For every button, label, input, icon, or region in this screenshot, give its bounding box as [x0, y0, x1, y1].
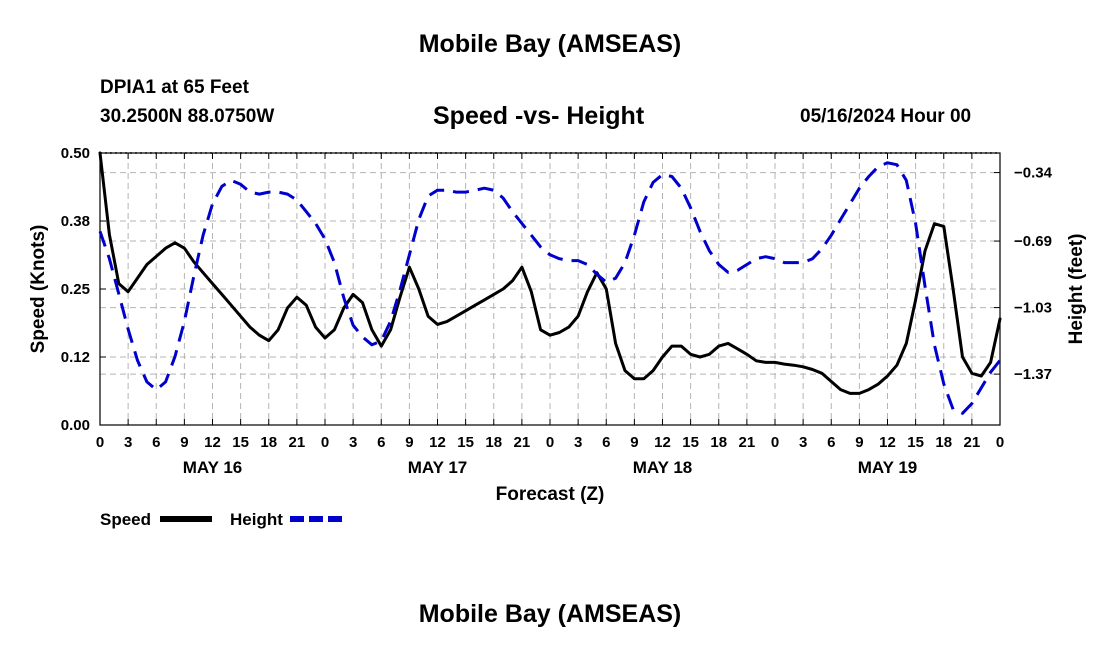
x-tick-label: 12 — [429, 434, 446, 451]
legend-speed-label: Speed — [100, 510, 151, 529]
height-series-line — [98, 161, 1002, 415]
y-tick-label: 0.25 — [61, 281, 90, 298]
x-tick-label: 9 — [405, 434, 413, 451]
x-tick-label: 18 — [260, 434, 277, 451]
x-tick-label: 18 — [485, 434, 502, 451]
y-tick-label: 0.38 — [61, 213, 90, 230]
y2-tick-label: −1.37 — [1014, 366, 1052, 383]
x-tick-label: 6 — [827, 434, 835, 451]
x-tick-label: 21 — [514, 434, 531, 451]
footer-title: Mobile Bay (AMSEAS) — [418, 600, 682, 628]
x-tick-label: 3 — [124, 434, 132, 451]
x-tick-label: 3 — [574, 434, 582, 451]
y-tick-label: 0.00 — [61, 417, 90, 434]
chart-subtitle: Speed -vs- Height — [433, 102, 645, 130]
x-tick-label: 18 — [710, 434, 727, 451]
speed-series-line — [98, 151, 1002, 395]
y-tick-label: 0.50 — [61, 145, 90, 162]
x-tick-label: 6 — [602, 434, 610, 451]
x-tick-label: 21 — [964, 434, 981, 451]
chart-title: Mobile Bay (AMSEAS) — [418, 30, 682, 58]
x-tick-label: 15 — [232, 434, 249, 451]
y2-tick-label: −0.69 — [1014, 233, 1052, 250]
x-tick-label: 12 — [204, 434, 221, 451]
x-tick-label: 12 — [879, 434, 896, 451]
y2-axis-title: Height (feet) — [1066, 234, 1087, 345]
legend-height-label: Height — [230, 510, 283, 529]
x-axis-title: Forecast (Z) — [496, 484, 605, 505]
forecast-datetime: 05/16/2024 Hour 00 — [800, 106, 972, 127]
day-label: MAY 19 — [858, 458, 918, 477]
x-tick-label: 15 — [682, 434, 699, 451]
day-label: MAY 17 — [408, 458, 468, 477]
x-tick-label: 21 — [739, 434, 756, 451]
x-tick-label: 3 — [799, 434, 807, 451]
x-tick-label: 9 — [630, 434, 638, 451]
x-tick-label: 6 — [152, 434, 160, 451]
x-tick-label: 0 — [546, 434, 554, 451]
x-tick-label: 0 — [96, 434, 104, 451]
x-tick-label: 0 — [321, 434, 329, 451]
x-tick-label: 12 — [654, 434, 671, 451]
y2-tick-label: −0.34 — [1014, 165, 1053, 182]
y2-tick-label: −1.03 — [1014, 300, 1052, 317]
x-tick-label: 0 — [771, 434, 779, 451]
day-label: MAY 18 — [633, 458, 693, 477]
x-tick-label: 18 — [935, 434, 952, 451]
y-axis-title: Speed (Knots) — [28, 225, 49, 354]
x-tick-label: 9 — [180, 434, 188, 451]
x-tick-label: 9 — [855, 434, 863, 451]
day-label: MAY 16 — [183, 458, 243, 477]
x-tick-label: 15 — [457, 434, 474, 451]
x-tick-label: 15 — [907, 434, 924, 451]
x-tick-label: 6 — [377, 434, 385, 451]
x-tick-label: 21 — [289, 434, 306, 451]
x-tick-label: 3 — [349, 434, 357, 451]
station-label: DPIA1 at 65 Feet — [100, 77, 249, 98]
y-tick-label: 0.12 — [61, 349, 90, 366]
station-coords: 30.2500N 88.0750W — [100, 106, 275, 127]
x-tick-label: 0 — [996, 434, 1004, 451]
